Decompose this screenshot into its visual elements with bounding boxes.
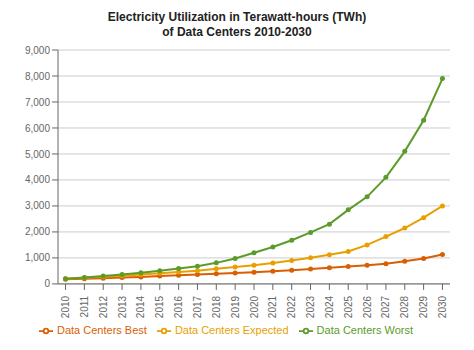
svg-text:2017: 2017 [192,295,203,318]
html-text:Electricity Utilization in Ter: Electricity Utilization in Terawatt-hour… [107,10,367,24]
svg-text:2030: 2030 [437,295,448,318]
svg-text:3,000: 3,000 [25,200,50,211]
svg-text:2,000: 2,000 [25,226,50,237]
svg-text:2019: 2019 [230,295,241,318]
svg-text:5,000: 5,000 [25,149,50,160]
svg-text:2013: 2013 [117,295,128,318]
svg-text:2029: 2029 [418,295,429,318]
svg-text:0: 0 [44,278,50,289]
svg-text:2020: 2020 [249,295,260,318]
html-text:Data Centers Worst: Data Centers Worst [316,323,413,336]
svg-text:2024: 2024 [324,295,335,318]
svg-text:9,000: 9,000 [25,45,50,56]
svg-text:2025: 2025 [343,295,354,318]
svg-text:2018: 2018 [211,295,222,318]
svg-text:2023: 2023 [305,295,316,318]
svg-text:2012: 2012 [98,295,109,318]
svg-text:6,000: 6,000 [25,123,50,134]
svg-text:2015: 2015 [154,295,165,318]
svg-text:2014: 2014 [135,295,146,318]
html-text:of Data Centers 2010-2030: of Data Centers 2010-2030 [162,25,312,39]
html-text:Data Centers Best: Data Centers Best [57,323,147,336]
svg-text:2028: 2028 [399,295,410,318]
svg-text:2016: 2016 [173,295,184,318]
svg-text:2026: 2026 [362,295,373,318]
svg-text:8,000: 8,000 [25,71,50,82]
svg-text:2022: 2022 [286,295,297,318]
svg-text:2027: 2027 [380,295,391,318]
html-text:Data Centers Expected: Data Centers Expected [174,323,289,336]
svg-text:2021: 2021 [267,295,278,318]
svg-text:2011: 2011 [79,295,90,317]
svg-text:4,000: 4,000 [25,174,50,185]
svg-text:1,000: 1,000 [25,252,50,263]
svg-text:2010: 2010 [60,295,71,318]
svg-text:7,000: 7,000 [25,97,50,108]
